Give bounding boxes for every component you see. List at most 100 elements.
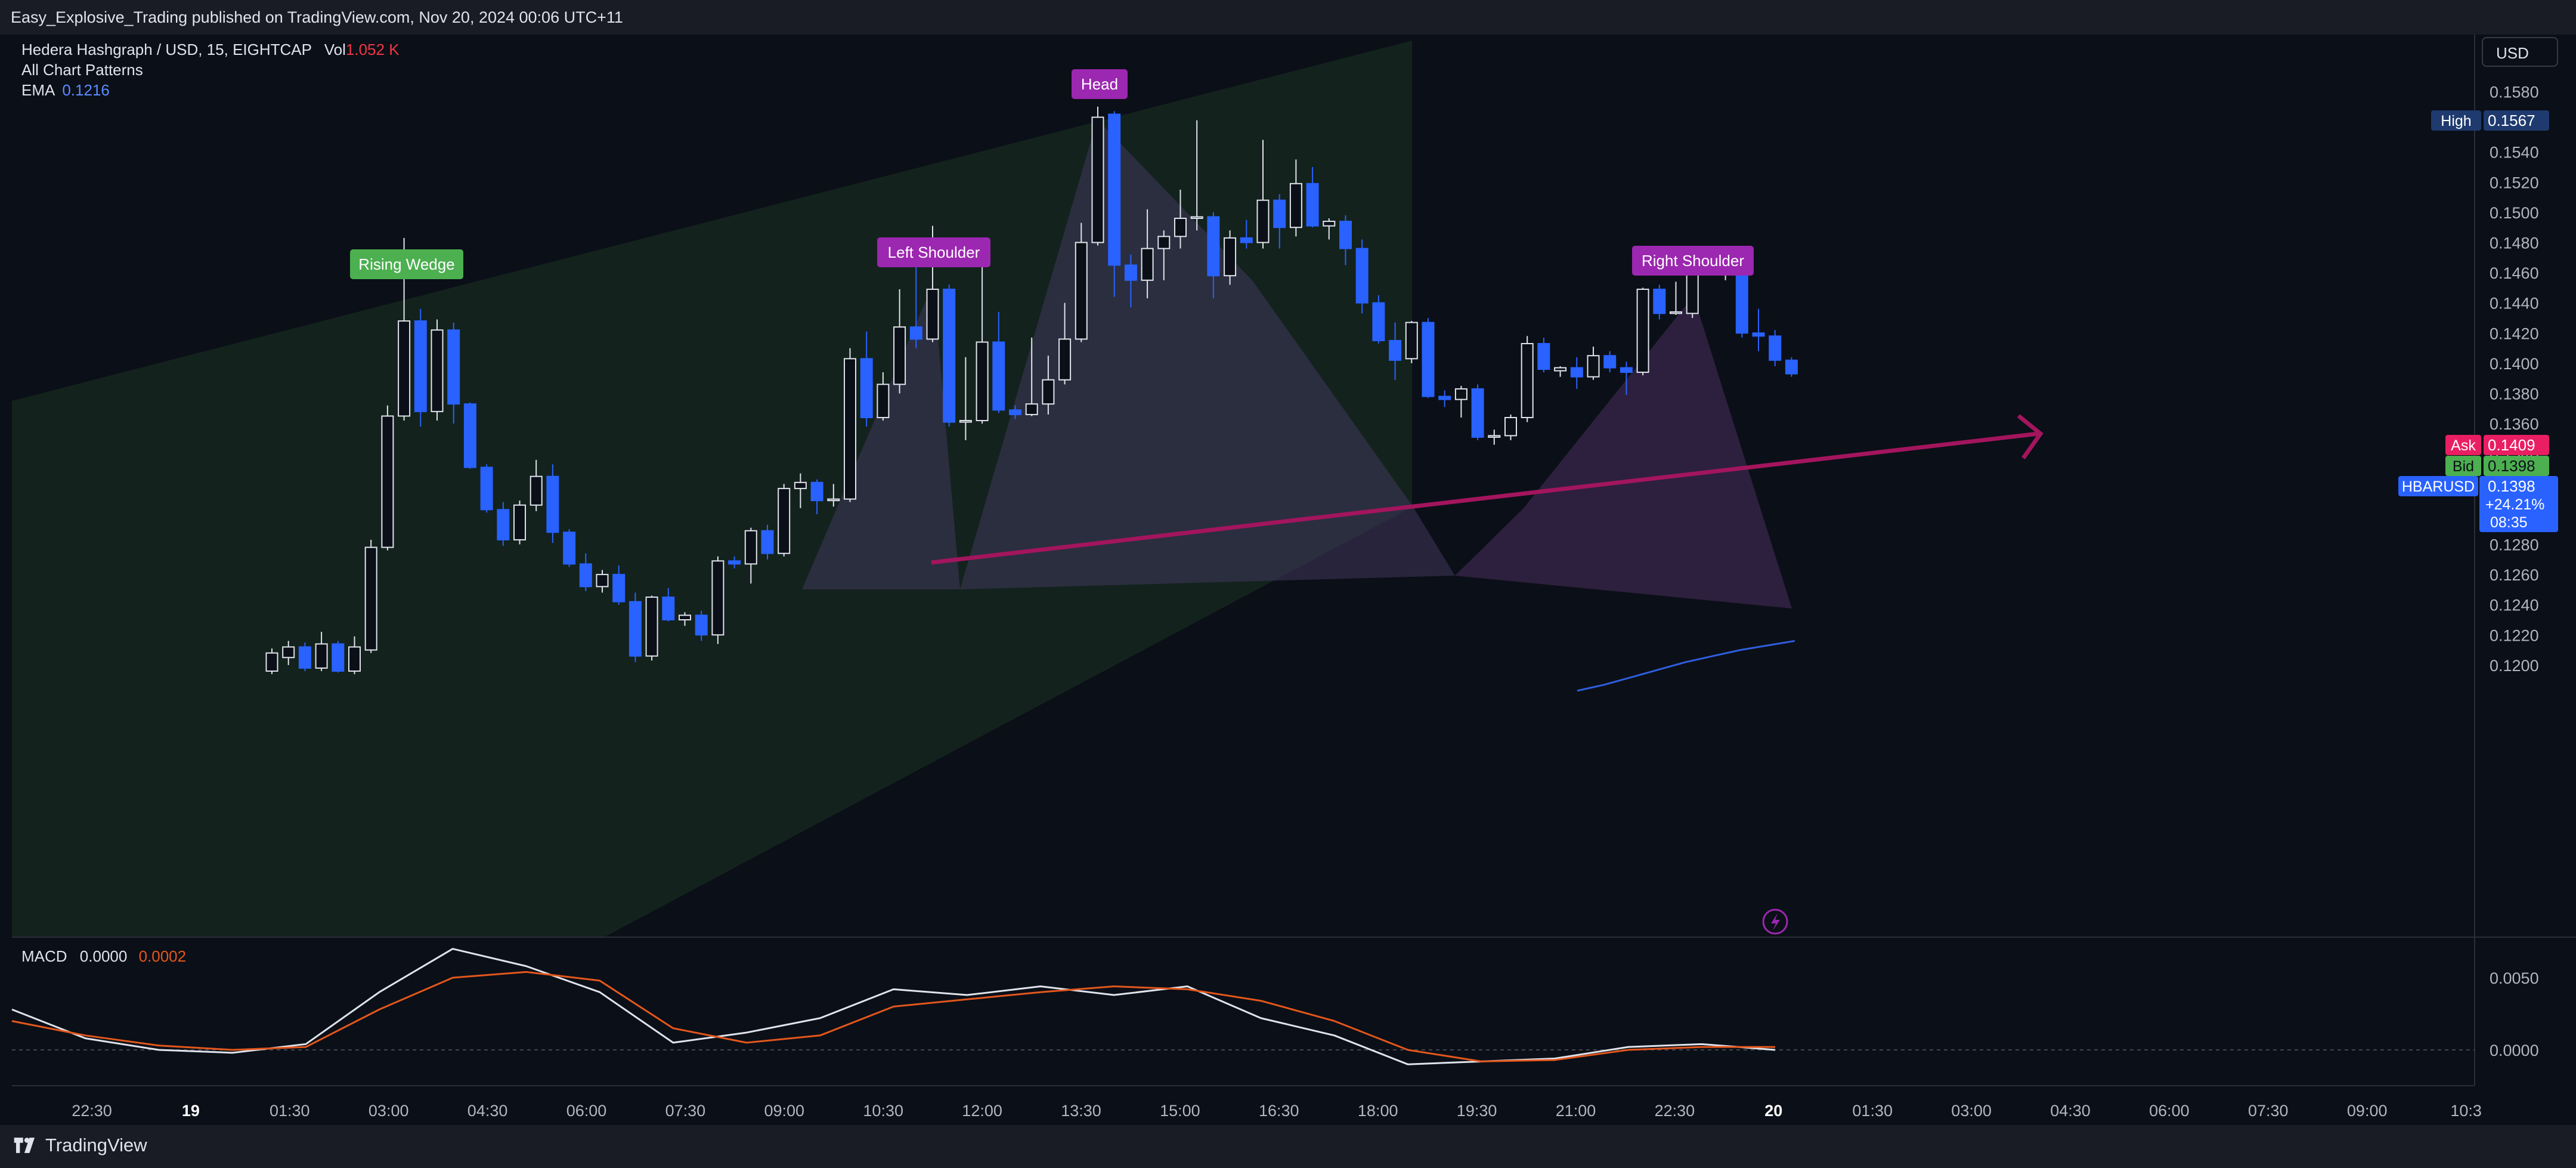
candle-body (463, 403, 476, 468)
candle-body (1636, 288, 1649, 373)
candle-body (1570, 367, 1583, 378)
price-tag-change: +24.21% (2485, 496, 2544, 513)
candle-body (662, 597, 675, 620)
x-tick-label: 03:00 (369, 1102, 409, 1120)
candle-up (1058, 302, 1072, 385)
currency-button[interactable]: USD (2482, 37, 2558, 67)
candle-up (1025, 337, 1038, 416)
candle-body (612, 574, 626, 602)
price-tag-value: 0.1567 (2488, 112, 2535, 129)
candle-body (364, 546, 377, 651)
pattern-label-text: Rising Wedge (358, 255, 454, 273)
y-tick-label: 0.1420 (2490, 325, 2539, 342)
candle-down (563, 529, 576, 567)
left-shoulder-area (802, 283, 960, 589)
y-tick-label: 0.1240 (2490, 597, 2539, 614)
candle-up (893, 289, 906, 394)
candle-body (1025, 403, 1038, 415)
y-tick-label: 0.1400 (2490, 355, 2539, 373)
pattern-label: Right Shoulder (1632, 246, 1754, 276)
candle-down (728, 556, 741, 568)
legend-ema-row: EMA 0.1216 (21, 81, 110, 100)
candle-down (761, 524, 774, 560)
publisher-line: Easy_Explosive_Trading published on Trad… (11, 8, 623, 26)
candle-up (596, 570, 609, 593)
candle-body (530, 475, 543, 506)
candle-body (744, 530, 757, 565)
candle-body (860, 358, 873, 418)
price-tag-value-bg (2479, 476, 2558, 532)
x-tick-label: 13:30 (1061, 1102, 1101, 1120)
candle-up (265, 648, 278, 675)
y-tick-label: 0.1260 (2490, 566, 2539, 584)
y-tick-label: 0.1200 (2490, 657, 2539, 675)
x-tick-label: 06:00 (566, 1102, 607, 1120)
candle-down (1752, 308, 1765, 351)
candle-body (992, 341, 1005, 411)
y-tick-label: 0.1460 (2490, 264, 2539, 282)
candle-up (1075, 223, 1088, 342)
y-tick-label: 0.1440 (2490, 295, 2539, 313)
neckline-arrow-line (931, 431, 2039, 565)
tradingview-logo[interactable]: TradingView (12, 1135, 147, 1156)
y-tick-label: 0.1580 (2490, 84, 2539, 101)
candle-down (628, 592, 642, 662)
neckline-arrowhead (2017, 414, 2044, 460)
x-tick-label: 20 (1764, 1102, 1782, 1120)
price-tag-name: High (2441, 113, 2471, 129)
candle-up (1587, 347, 1600, 380)
candle-up (1256, 140, 1270, 249)
legend-vol-value: 1.052 K (345, 41, 400, 58)
candle-body (1488, 435, 1501, 438)
price-chart[interactable]: Rising Wedge Left Shoulder Head Right Shoul… (0, 35, 2576, 1125)
candle-up (1521, 336, 1534, 422)
pattern-label-text: Head (1081, 75, 1118, 93)
candle-down (298, 642, 311, 672)
candle-up (744, 527, 757, 584)
candle-body (431, 329, 444, 412)
lightning-icon-ring (1762, 909, 1788, 935)
publish-header: Easy_Explosive_Trading published on Trad… (0, 0, 2576, 35)
price-tag-name-bg (2445, 435, 2481, 455)
candle-up (1488, 429, 1501, 445)
x-tick-label: 03:00 (1951, 1102, 1992, 1120)
pattern-fills (12, 41, 1792, 937)
x-tick-label: 04:30 (467, 1102, 508, 1120)
candle-body (1372, 302, 1385, 341)
candle-down (1471, 384, 1484, 440)
candle-body (926, 288, 939, 340)
candle-up (1323, 218, 1336, 240)
candle-up (1224, 230, 1237, 285)
candle-up (877, 372, 890, 421)
price-tag: HBARUSD 0.1398+24.21%08:35 (2398, 476, 2558, 532)
candle-up (530, 459, 543, 511)
candle-body (1554, 367, 1567, 372)
candle-body (315, 643, 328, 669)
candle-down (1422, 318, 1435, 398)
pattern-label: Left Shoulder (877, 237, 990, 267)
candle-up (1042, 356, 1055, 415)
candle-body (1124, 264, 1137, 281)
lightning-icon (1762, 909, 1788, 935)
candle-up (645, 595, 658, 661)
candle-body (282, 646, 295, 659)
x-tick-label: 19 (182, 1102, 200, 1120)
candle-down (662, 588, 675, 622)
candle-down (497, 502, 510, 546)
signal-line (11, 971, 1775, 1062)
candle-body (877, 384, 890, 418)
x-tick-label: 07:30 (2248, 1102, 2289, 1120)
candle-body (1009, 409, 1021, 415)
candle-body (1289, 183, 1302, 228)
candle-body (1058, 338, 1072, 381)
price-tag: Bid 0.1398 (2445, 456, 2549, 476)
price-tag-name: Bid (2453, 458, 2474, 475)
x-tick-label: 04:30 (2050, 1102, 2091, 1120)
rising-wedge-area (12, 41, 1412, 937)
overlays: Rising Wedge Left Shoulder Head Right Shoul… (350, 69, 2044, 935)
candle-down (1207, 212, 1220, 299)
candle-down (579, 553, 592, 591)
candle-body (1174, 218, 1187, 237)
candle-body (1752, 332, 1765, 337)
candle-body (1471, 388, 1484, 438)
